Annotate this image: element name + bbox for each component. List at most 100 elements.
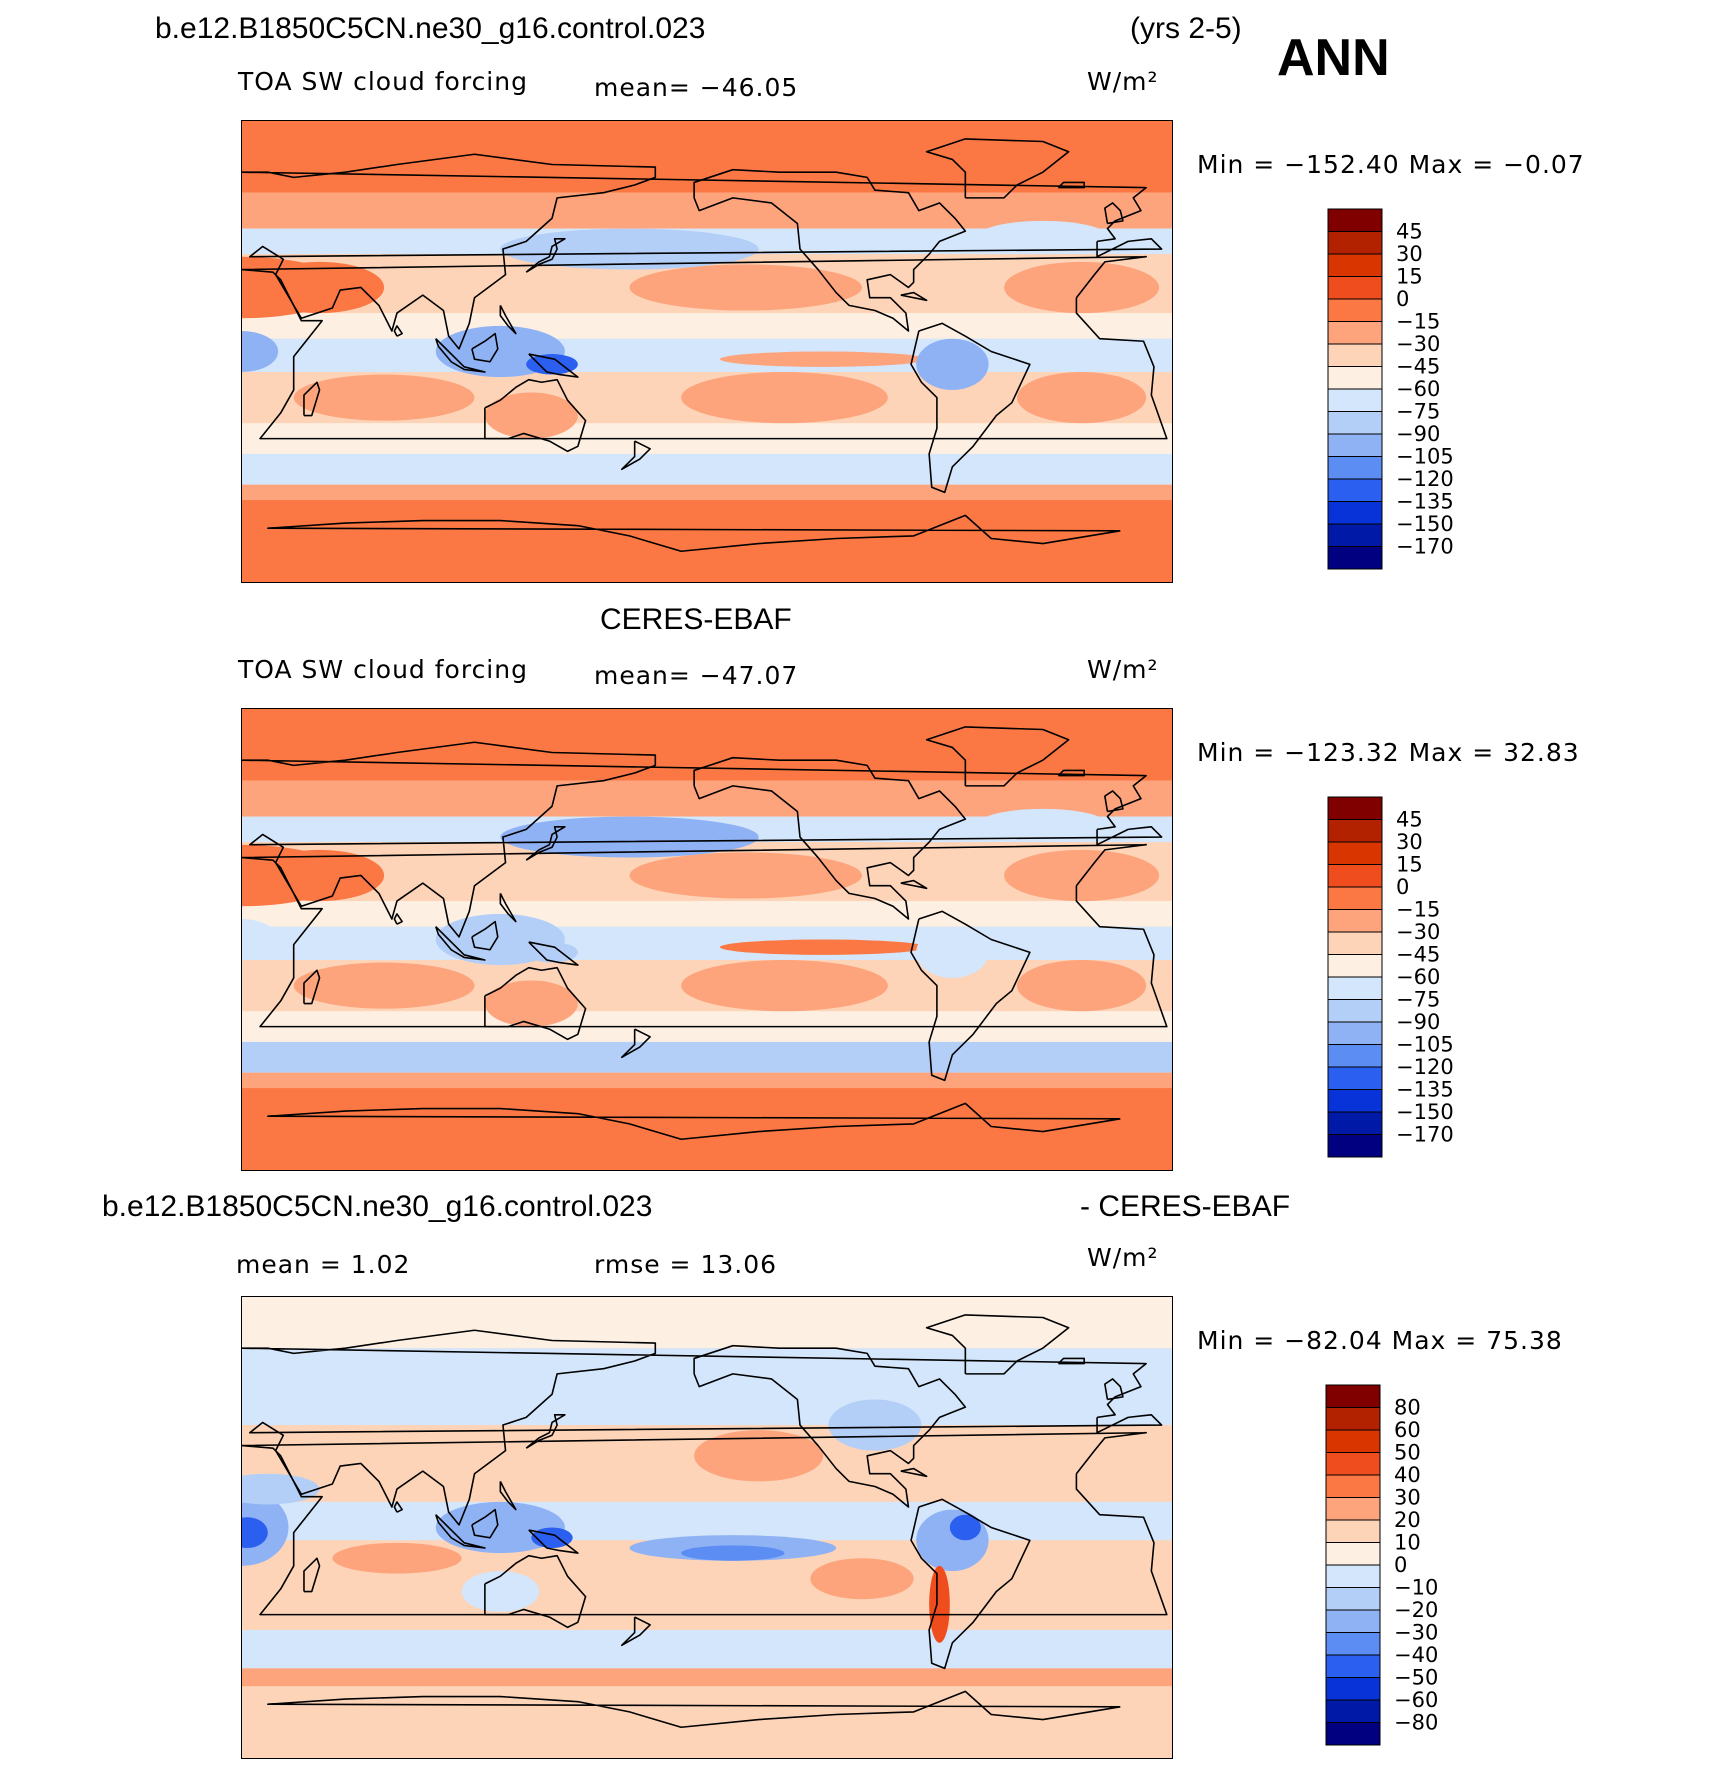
colorbar-swatch	[1327, 976, 1383, 1000]
coastline	[242, 1431, 1168, 1616]
colorbar-tick-label: −15	[1396, 898, 1440, 922]
colorbar-tick-label: 30	[1396, 242, 1423, 266]
coastline	[1057, 181, 1085, 189]
field-blob	[242, 1473, 320, 1505]
colorbar-tick-label: −135	[1396, 490, 1454, 514]
colorbar-tick-label: −30	[1396, 332, 1440, 356]
field-blob	[484, 980, 578, 1027]
colorbar-tick-label: 0	[1396, 875, 1409, 899]
colorbar-swatch	[1325, 1722, 1381, 1746]
coastline	[242, 741, 1163, 938]
coastline	[393, 325, 403, 337]
colorbar-tick-label: −75	[1396, 988, 1440, 1012]
coastline	[484, 966, 587, 1041]
colorbar-swatch	[1327, 796, 1383, 820]
panel1-minmax: Min = −152.40 Max = −0.07	[1197, 150, 1585, 179]
colorbar-tick-label: −90	[1396, 422, 1440, 446]
colorbar-swatch	[1327, 1021, 1383, 1045]
field-blob	[629, 852, 863, 899]
panel3-map	[241, 1296, 1173, 1759]
colorbar-tick-label: −50	[1394, 1666, 1438, 1690]
panel2-map-svg	[242, 709, 1172, 1170]
colorbar-swatch	[1327, 388, 1383, 412]
colorbar-tick-label: −150	[1396, 1100, 1454, 1124]
field-blob	[293, 374, 475, 421]
coastline	[900, 291, 928, 302]
panel1-variable: TOA SW cloud forcing	[238, 67, 528, 96]
colorbar-swatch	[1325, 1542, 1381, 1566]
coastline	[900, 879, 928, 890]
panel3-colorbar: 80 60 50 40 30 20 10 0 −10 −20 −30 −40 −50 −60 −80	[1325, 1384, 1486, 1755]
field-blob	[978, 808, 1108, 840]
colorbar-swatch	[1327, 1134, 1383, 1158]
panel2-minmax: Min = −123.32 Max = 32.83	[1197, 738, 1580, 767]
colorbar-tick-label: 20	[1394, 1508, 1421, 1532]
colorbar-tick-label: 50	[1394, 1441, 1421, 1465]
colorbar-tick-label: 45	[1396, 220, 1423, 244]
panel3-rmse: rmse = 13.06	[594, 1250, 778, 1279]
colorbar-tick-label: 80	[1394, 1396, 1421, 1420]
coastline	[925, 726, 1070, 787]
colorbar-swatch	[1327, 253, 1383, 277]
panel1-map	[241, 120, 1173, 583]
colorbar-swatch	[1327, 298, 1383, 322]
field-blob	[484, 392, 578, 439]
field-band	[242, 453, 1172, 485]
field-blob	[916, 338, 989, 390]
colorbar-tick-label: 30	[1396, 830, 1423, 854]
coastline	[525, 237, 566, 273]
colorbar-swatch	[1325, 1429, 1381, 1453]
coastline	[499, 1481, 517, 1511]
panel1-colorbar: 45 30 15 0 −15 −30 −45 −60 −75 −90 −105 −120 −135 −15…	[1327, 208, 1488, 579]
colorbar-swatch	[1327, 231, 1383, 255]
panel1-mean: mean= −46.05	[594, 73, 799, 102]
coastline	[528, 353, 579, 378]
coastline	[471, 920, 499, 951]
colorbar-swatch	[1325, 1474, 1381, 1498]
case-title: b.e12.B1850C5CN.ne30_g16.control.023	[155, 12, 706, 45]
colorbar-swatch	[1327, 546, 1383, 570]
coastline	[620, 1616, 651, 1647]
field-blob	[810, 1558, 914, 1600]
coastline	[242, 153, 1163, 350]
field-band	[242, 1668, 1172, 1687]
colorbar-swatch	[1327, 1066, 1383, 1090]
panel2-colorbar: 45 30 15 0 −15 −30 −45 −60 −75 −90 −105 −120 −135 −15…	[1327, 796, 1488, 1167]
colorbar-tick-label: −120	[1396, 1055, 1454, 1079]
field-blob	[949, 1514, 981, 1541]
colorbar-swatch	[1327, 523, 1383, 547]
field-band	[242, 1629, 1172, 1669]
field-blob	[916, 926, 989, 978]
colorbar-swatch	[1325, 1587, 1381, 1611]
coastline	[303, 1557, 321, 1593]
field-band	[242, 1501, 1172, 1541]
field-blob	[978, 220, 1108, 252]
colorbar-swatch	[1327, 411, 1383, 435]
colorbar-tick-label: −20	[1394, 1598, 1438, 1622]
colorbar-swatch	[1325, 1384, 1381, 1408]
coastline	[910, 322, 1031, 494]
field-band	[242, 1072, 1172, 1089]
colorbar-tick-label: −105	[1396, 1033, 1454, 1057]
colorbar-swatch	[1327, 276, 1383, 300]
coastline	[267, 1102, 1121, 1141]
colorbar-tick-label: −60	[1396, 377, 1440, 401]
field-band	[242, 1041, 1172, 1073]
colorbar-swatch	[1327, 954, 1383, 978]
field-blob	[242, 331, 279, 372]
panel3-map-svg	[242, 1297, 1172, 1758]
colorbar-swatch	[1325, 1632, 1381, 1656]
colorbar-swatch	[1325, 1452, 1381, 1476]
coastline	[528, 1529, 579, 1554]
colorbar-swatch	[1327, 478, 1383, 502]
field-blob	[694, 1430, 824, 1482]
colorbar-swatch	[1327, 433, 1383, 457]
field-blob	[681, 959, 888, 1012]
coastline	[393, 1501, 403, 1513]
coastline	[435, 338, 486, 373]
colorbar-swatch	[1327, 456, 1383, 480]
coastline	[925, 1314, 1070, 1375]
field-band	[242, 313, 1172, 339]
season-label: ANN	[1277, 29, 1390, 87]
colorbar-swatch	[1327, 886, 1383, 910]
